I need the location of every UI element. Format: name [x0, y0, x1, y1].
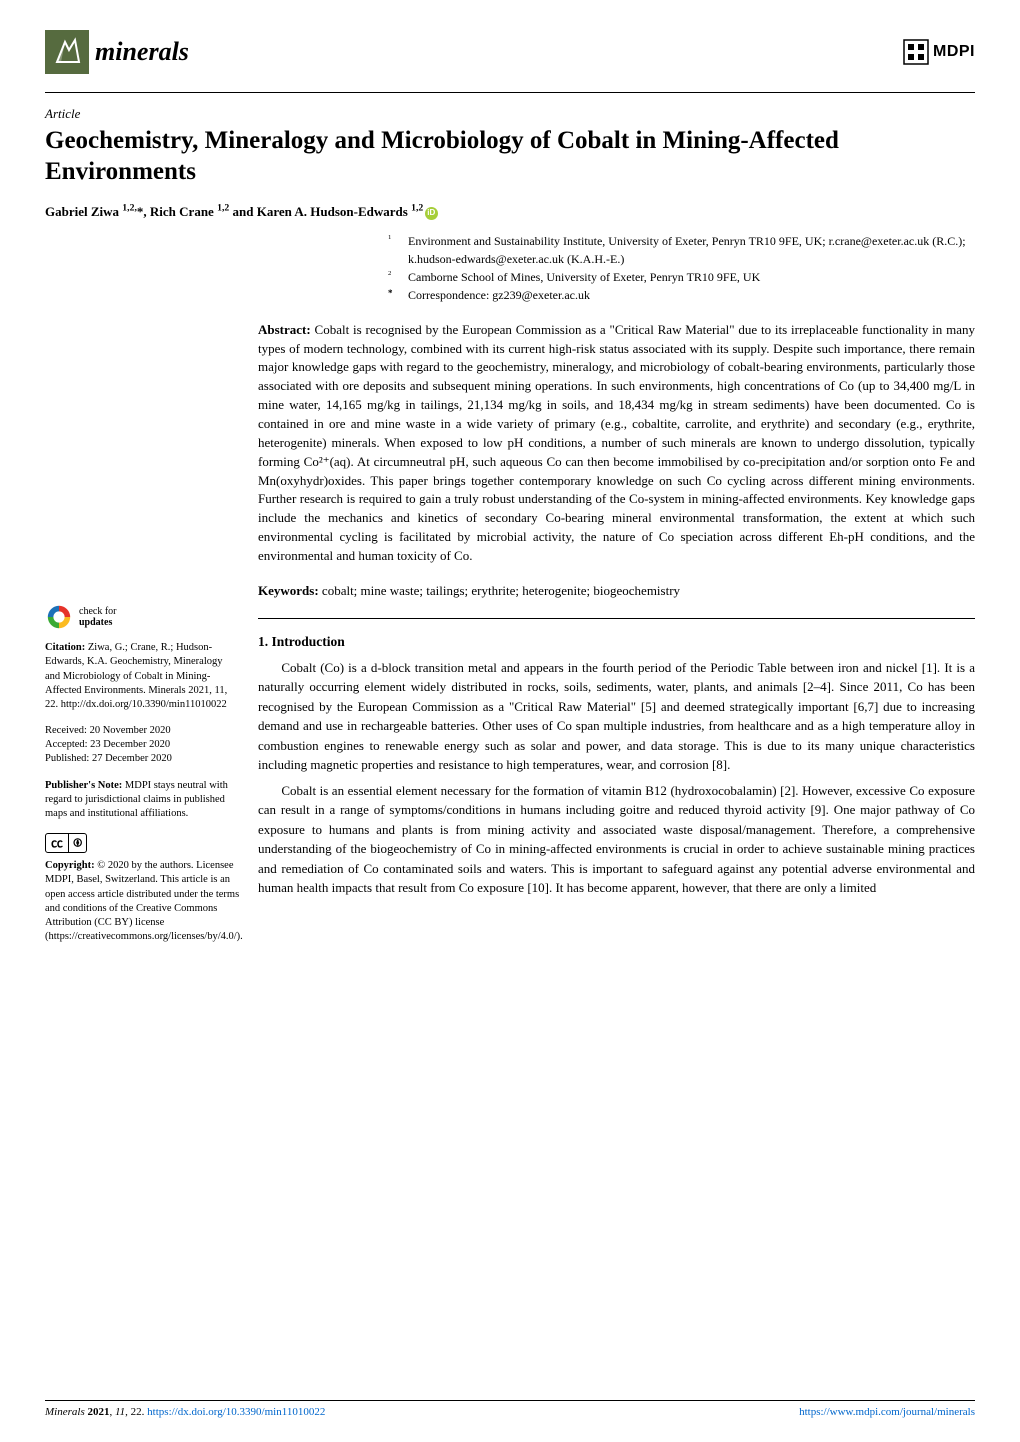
license-badge: ㏄🅯 [45, 833, 240, 853]
header: minerals MDPI [45, 30, 975, 74]
article-type: Article [45, 105, 975, 123]
aff-num: * [388, 288, 393, 298]
journal-logo: minerals [45, 30, 189, 74]
header-divider [45, 92, 975, 93]
body-paragraph: Cobalt is an essential element necessary… [258, 781, 975, 898]
check-for-updates[interactable]: check for updates [45, 603, 240, 631]
publishers-note: Publisher's Note: MDPI stays neutral wit… [45, 779, 240, 822]
footer-right: https://www.mdpi.com/journal/minerals [799, 1405, 975, 1420]
date-received: Received: 20 November 2020 [45, 724, 240, 738]
affiliation-row: 2 Camborne School of Mines, University o… [388, 269, 975, 286]
check-line1: check for [79, 606, 116, 617]
date-accepted: Accepted: 23 December 2020 [45, 738, 240, 752]
aff-text: Environment and Sustainability Institute… [408, 233, 975, 268]
keywords-text: cobalt; mine waste; tailings; erythrite;… [319, 583, 680, 598]
article-title: Geochemistry, Mineralogy and Microbiolog… [45, 125, 975, 188]
cc-icon: ㏄ [46, 834, 68, 852]
aff-text: Correspondence: gz239@exeter.ac.uk [408, 287, 975, 304]
copyright-block: Copyright: © 2020 by the authors. Licens… [45, 859, 240, 944]
body-paragraph: Cobalt (Co) is a d-block transition meta… [258, 658, 975, 775]
section-heading: 1. Introduction [258, 633, 975, 652]
authors: Gabriel Ziwa 1,2,*, Rich Crane 1,2 and K… [45, 202, 975, 222]
authors-text: Gabriel Ziwa 1,2,*, Rich Crane 1,2 and K… [45, 204, 423, 219]
publisher-name: MDPI [933, 41, 975, 63]
affiliation-row: 1 Environment and Sustainability Institu… [388, 233, 975, 268]
orcid-icon[interactable] [425, 207, 438, 220]
aff-num: 1 [388, 234, 391, 241]
dates-block: Received: 20 November 2020 Accepted: 23 … [45, 724, 240, 767]
footer: Minerals 2021, 11, 22. https://dx.doi.or… [45, 1400, 975, 1420]
keywords-label: Keywords: [258, 583, 319, 598]
abstract-text: Cobalt is recognised by the European Com… [258, 322, 975, 563]
footer-left: Minerals 2021, 11, 22. https://dx.doi.or… [45, 1405, 325, 1420]
affiliation-row: * Correspondence: gz239@exeter.ac.uk [388, 287, 975, 304]
by-icon: 🅯 [68, 834, 86, 852]
abstract: Abstract: Cobalt is recognised by the Eu… [258, 321, 975, 566]
copyright-label: Copyright: [45, 860, 95, 871]
section-divider [258, 618, 975, 619]
aff-num: 2 [388, 270, 391, 277]
keywords: Keywords: cobalt; mine waste; tailings; … [258, 582, 975, 600]
sidebar: check for updates Citation: Ziwa, G.; Cr… [45, 233, 240, 944]
copyright-text: © 2020 by the authors. Licensee MDPI, Ba… [45, 860, 243, 942]
pubnote-label: Publisher's Note: [45, 780, 122, 791]
journal-name: minerals [95, 34, 189, 70]
minerals-logo-icon [45, 30, 89, 74]
aff-text: Camborne School of Mines, University of … [408, 269, 975, 286]
check-line2: updates [79, 617, 116, 628]
affiliations: 1 Environment and Sustainability Institu… [388, 233, 975, 305]
publisher-logo: MDPI [903, 39, 975, 65]
citation-label: Citation: [45, 642, 85, 653]
mdpi-icon [903, 39, 929, 65]
citation-block: Citation: Ziwa, G.; Crane, R.; Hudson-Ed… [45, 641, 240, 712]
abstract-label: Abstract: [258, 322, 311, 337]
check-updates-label: check for updates [79, 606, 116, 628]
main-content: 1 Environment and Sustainability Institu… [258, 233, 975, 944]
check-updates-icon [45, 603, 73, 631]
date-published: Published: 27 December 2020 [45, 752, 240, 766]
